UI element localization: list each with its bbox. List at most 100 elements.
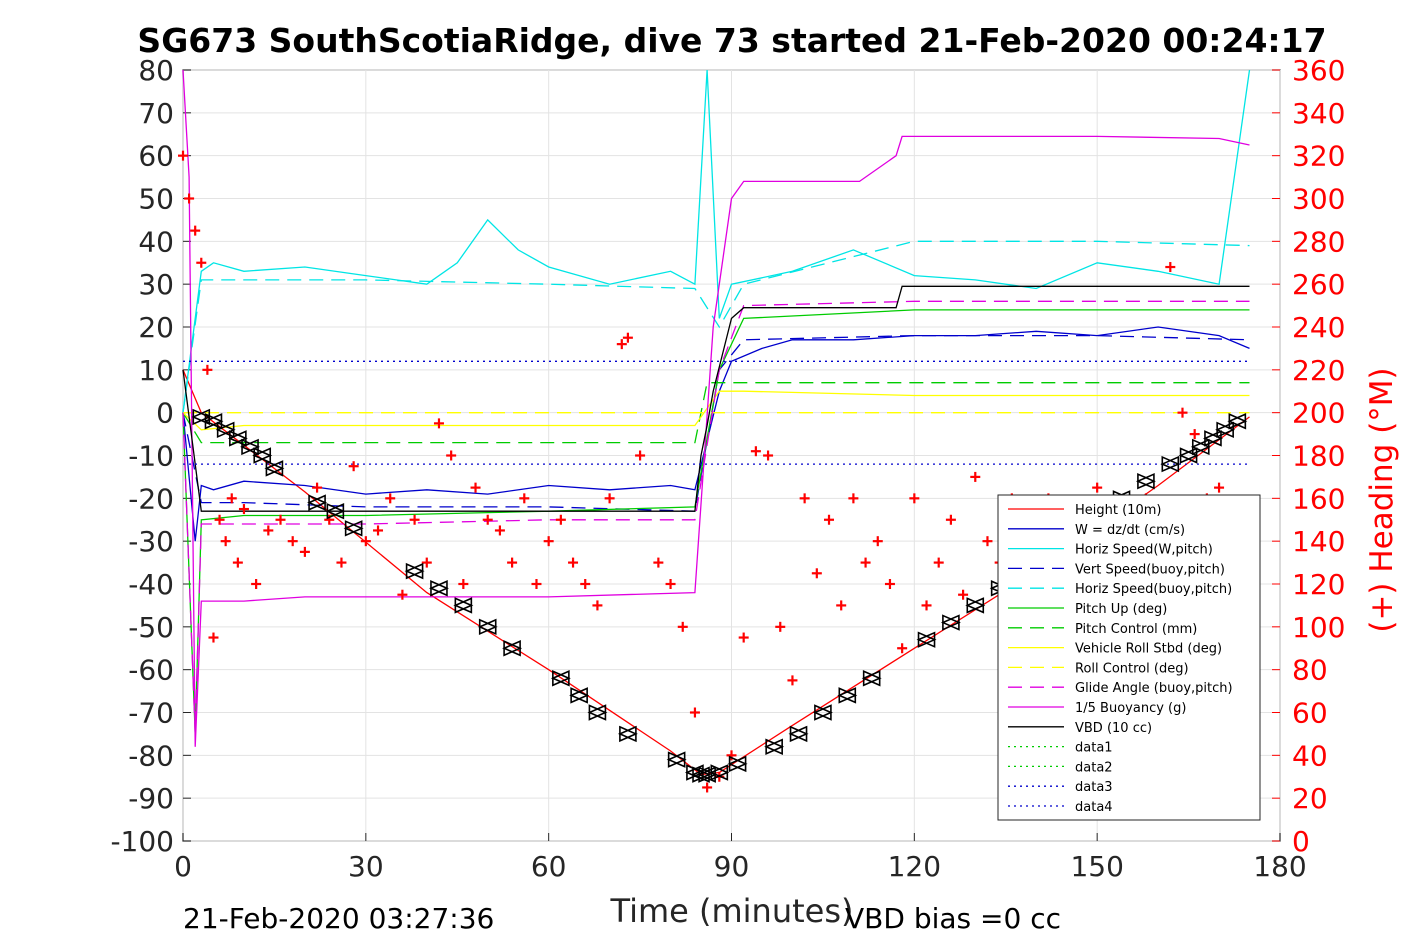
depth-point: [1202, 430, 1223, 447]
right-tick-label: 80: [1292, 654, 1328, 687]
legend-entry: Pitch Control (mm): [1008, 622, 1197, 637]
bottom-tick-label: 60: [531, 850, 567, 883]
heading-point: [958, 589, 969, 600]
bottom-tick-label: 120: [888, 850, 941, 883]
bottom-tick-label: 90: [714, 850, 750, 883]
heading-point: [982, 536, 993, 547]
series-line-5: [182, 309, 1250, 734]
legend-entry: Horiz Speed(buoy,pitch): [1008, 582, 1232, 597]
depth-point: [666, 751, 687, 768]
heading-point: [507, 557, 518, 568]
depth-point: [1178, 447, 1199, 464]
left-tick-label: 20: [138, 311, 174, 344]
legend-label: data2: [1075, 760, 1113, 775]
legend-label: Horiz Speed(W,pitch): [1075, 543, 1213, 558]
legend: Height (10m) W = dz/dt (cm/s) Horiz Speed(…: [997, 494, 1261, 821]
right-tick-label: 140: [1292, 525, 1345, 558]
depth-point: [691, 766, 712, 783]
legend-label: Height (10m): [1075, 503, 1161, 518]
depth-point: [940, 614, 961, 631]
bottom-tick-label: 30: [348, 850, 384, 883]
legend-label: Vehicle Roll Stbd (deg): [1075, 642, 1222, 657]
legend-label: Roll Control (deg): [1075, 661, 1189, 676]
left-tick-label: 0: [156, 397, 174, 430]
heading-point: [238, 504, 249, 515]
legend-entry: Vehicle Roll Stbd (deg): [1008, 642, 1222, 657]
heading-point: [787, 675, 798, 686]
heading-point: [921, 600, 932, 611]
heading-point: [232, 557, 243, 568]
heading-point: [884, 579, 895, 589]
right-tick-label: 220: [1292, 354, 1345, 387]
heading-point: [799, 493, 810, 504]
heading-point: [494, 525, 505, 536]
heading-point: [190, 225, 201, 236]
heading-point: [373, 525, 384, 536]
heading-point: [397, 589, 408, 600]
heading-point: [1214, 482, 1225, 493]
heading-point: [312, 482, 323, 493]
depth-point: [587, 704, 608, 721]
depth-point: [550, 670, 571, 687]
legend-entry: Pitch Up (deg): [1008, 602, 1167, 617]
left-tick-label: -60: [128, 654, 174, 687]
depth-point: [453, 597, 474, 614]
heading-point: [738, 632, 749, 643]
heading-point: [604, 493, 615, 504]
depth-point: [325, 502, 346, 520]
legend-entry: Height (10m): [1008, 503, 1161, 518]
heading-point: [635, 450, 646, 461]
bottom-tick-label: 180: [1253, 850, 1306, 883]
heading-point: [202, 364, 213, 375]
heading-point: [702, 782, 713, 793]
left-tick-label: -40: [128, 568, 174, 601]
heading-point: [519, 493, 530, 504]
left-tick-label: 50: [138, 183, 174, 216]
right-tick-label: 320: [1292, 140, 1345, 173]
depth-point: [1190, 438, 1211, 456]
heading-point: [824, 514, 835, 525]
heading-point: [909, 493, 920, 504]
depth-point: [788, 725, 809, 743]
series-line-10: [182, 69, 1250, 747]
left-tick-label: -10: [128, 440, 174, 473]
left-tick-label: -70: [128, 697, 174, 730]
heading-point: [568, 557, 579, 568]
depth-point: [477, 618, 498, 636]
depth-point: [240, 438, 261, 456]
heading-point: [458, 579, 469, 589]
depth-point: [404, 562, 425, 580]
series-line-6: [182, 382, 1250, 444]
series-line-7: [182, 390, 1250, 431]
heading-point: [945, 514, 956, 525]
right-tick-label: 40: [1292, 739, 1328, 772]
heading-point: [726, 750, 737, 761]
right-tick-label: 340: [1292, 97, 1345, 130]
right-tick-label: 180: [1292, 440, 1345, 473]
heading-point: [287, 536, 298, 547]
depth-point: [227, 430, 248, 447]
heading-point: [1177, 407, 1188, 418]
bottom-tick-label: 0: [174, 850, 192, 883]
legend-label: VBD (10 cc): [1075, 721, 1152, 736]
left-tick-label: -100: [110, 825, 174, 858]
left-tick-label: -90: [128, 782, 174, 815]
bottom-tick-label: 150: [1070, 850, 1123, 883]
right-tick-label: 240: [1292, 311, 1345, 344]
right-tick-label: 300: [1292, 183, 1345, 216]
heading-point: [616, 339, 627, 350]
right-tick-label: 280: [1292, 225, 1345, 258]
heading-point: [811, 568, 822, 579]
right-tick-label: 60: [1292, 697, 1328, 730]
depth-point: [343, 520, 364, 537]
heading-point: [196, 257, 207, 268]
heading-point: [385, 493, 396, 504]
left-tick-label: 60: [138, 140, 174, 173]
right-tick-label: 260: [1292, 268, 1345, 301]
footer-timestamp: 21-Feb-2020 03:27:36: [183, 902, 494, 935]
legend-entry: data3: [1008, 780, 1113, 795]
series-line-9: [182, 300, 1250, 734]
legend-label: Pitch Up (deg): [1075, 602, 1167, 617]
heading-point: [933, 557, 944, 568]
depth-point: [812, 704, 833, 721]
